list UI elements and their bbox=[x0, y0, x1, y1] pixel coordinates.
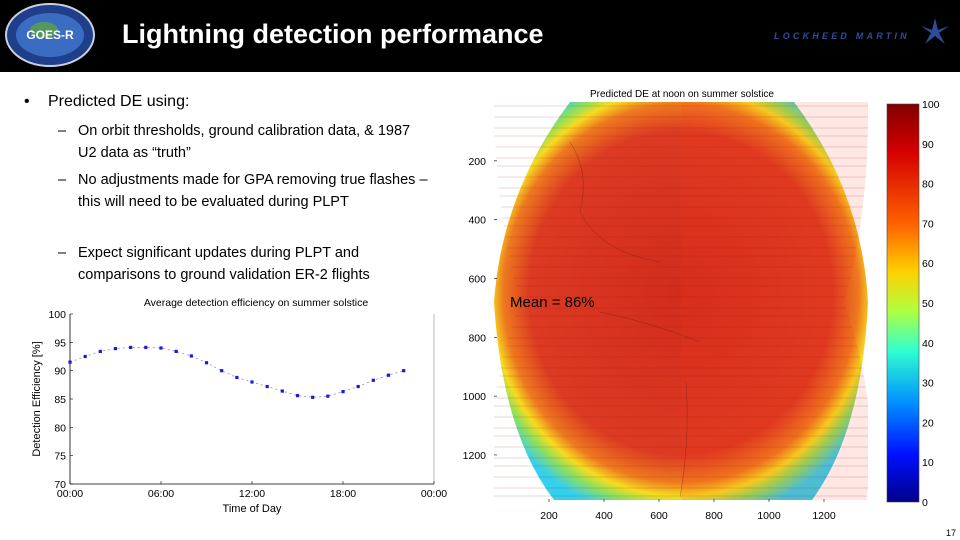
heatmap-xtick-label: 1000 bbox=[757, 510, 781, 522]
heatmap-coastline bbox=[569, 141, 701, 498]
line-chart-point bbox=[129, 345, 133, 350]
line-chart-point bbox=[98, 349, 102, 353]
line-chart-point bbox=[386, 373, 391, 377]
heatmap-xtick-label: 400 bbox=[595, 510, 613, 522]
header-bar: GOES-R Lightning detection performance L… bbox=[0, 0, 960, 72]
heatmap-ytick-label: 1200 bbox=[463, 450, 487, 462]
bullet-main-text: Predicted DE using: bbox=[48, 93, 190, 110]
slide-title: Lightning detection performance bbox=[122, 19, 544, 49]
line-chart-point bbox=[68, 360, 72, 364]
heatmap-colorbar-tick-label: 20 bbox=[922, 417, 934, 429]
sub-bullet-1-text: On orbit thresholds, ground calibration … bbox=[78, 123, 411, 161]
heatmap-colorbar-tick-label: 10 bbox=[922, 457, 934, 469]
line-chart-point bbox=[204, 361, 209, 365]
heatmap-colorbar-tick-label: 100 bbox=[922, 99, 940, 111]
heatmap-ytick-label: 200 bbox=[468, 156, 486, 168]
lockheed-star-icon bbox=[921, 18, 949, 44]
heatmap-colorbar-tick-label: 0 bbox=[922, 497, 928, 509]
line-chart-point bbox=[280, 389, 284, 393]
line-chart-xlabel: Time of Day bbox=[223, 503, 282, 515]
line-chart-point bbox=[113, 346, 118, 351]
sub-bullet-2-text: No adjustments made for GPA removing tru… bbox=[78, 172, 428, 210]
line-chart-point bbox=[402, 369, 406, 373]
heatmap-ytick-label: 1000 bbox=[463, 391, 487, 403]
heatmap-title: Predicted DE at noon on summer solstice bbox=[590, 89, 774, 100]
heatmap-xtick-label: 800 bbox=[705, 510, 723, 522]
heatmap-ytick-label: 600 bbox=[468, 273, 486, 285]
heatmap-colorbar-tick-label: 40 bbox=[922, 338, 934, 350]
line-chart-point bbox=[326, 394, 330, 398]
heatmap-colorbar-tick-label: 30 bbox=[922, 378, 934, 390]
line-chart-point bbox=[220, 369, 224, 373]
sub-bullet-1: – On orbit thresholds, ground calibration… bbox=[58, 120, 430, 164]
line-chart-point bbox=[144, 345, 148, 350]
line-chart-point bbox=[341, 390, 345, 394]
line-chart-ytick-label: 75 bbox=[54, 451, 66, 463]
line-chart-xtick-label: 00:00 bbox=[421, 488, 447, 500]
heatmap-xtick-label: 1200 bbox=[812, 510, 836, 522]
line-chart-point bbox=[295, 394, 300, 398]
heatmap-chart: Predicted DE at noon on summer solstice … bbox=[463, 89, 940, 522]
lockheed-martin-text: LOCKHEED MARTIN bbox=[774, 31, 910, 41]
heatmap-colorbar-tick-label: 90 bbox=[922, 139, 934, 151]
line-chart-point bbox=[265, 384, 269, 389]
heatmap-ytick-label: 800 bbox=[468, 332, 486, 344]
line-chart-point bbox=[356, 384, 360, 389]
line-chart-point bbox=[250, 380, 254, 384]
heatmap-disc bbox=[494, 102, 868, 500]
line-chart-xtick-label: 18:00 bbox=[330, 488, 356, 500]
line-chart-point bbox=[311, 395, 315, 399]
goes-logo-text: GOES-R bbox=[26, 28, 74, 42]
sub-bullet-3: – Expect significant updates during PLPT … bbox=[58, 242, 430, 286]
page-number: 17 bbox=[945, 528, 956, 538]
lockheed-martin-logo: LOCKHEED MARTIN bbox=[774, 18, 950, 50]
heatmap-ytick-label: 400 bbox=[468, 215, 486, 227]
line-chart-point bbox=[159, 346, 163, 350]
bullet-dot: • bbox=[24, 93, 30, 110]
line-chart-ytick-label: 80 bbox=[54, 422, 66, 434]
line-chart-title: Average detection efficiency on summer s… bbox=[144, 297, 368, 309]
line-chart-ytick-label: 95 bbox=[54, 337, 66, 349]
line-chart-series-line bbox=[69, 347, 404, 398]
line-chart-point bbox=[371, 378, 375, 382]
line-chart-ytick-label: 90 bbox=[54, 366, 66, 378]
heatmap-colorbar-tick-label: 50 bbox=[922, 298, 934, 310]
line-chart-point bbox=[189, 354, 193, 358]
sub-bullet-3-text: Expect significant updates during PLPT a… bbox=[78, 245, 370, 283]
heatmap-colorbar-tick-label: 80 bbox=[922, 179, 934, 191]
line-chart-point bbox=[83, 354, 87, 359]
heatmap-xtick-label: 200 bbox=[540, 510, 558, 522]
line-chart-ytick-label: 70 bbox=[54, 479, 66, 491]
line-chart-xtick-label: 12:00 bbox=[239, 488, 265, 500]
line-chart-ytick-label: 85 bbox=[54, 394, 66, 406]
heatmap-colorbar bbox=[887, 104, 919, 502]
line-chart-point bbox=[235, 375, 239, 380]
line-chart-ytick-label: 100 bbox=[48, 309, 66, 321]
goes-logo: GOES-R bbox=[5, 3, 95, 67]
line-chart-ylabel: Detection Efficiency [%] bbox=[31, 341, 43, 456]
heatmap-right-half bbox=[681, 102, 868, 500]
line-chart-xtick-label: 00:00 bbox=[57, 488, 83, 500]
line-chart: Average detection efficiency on summer s… bbox=[31, 297, 447, 515]
heatmap-mean-annotation: Mean = 86% bbox=[510, 294, 595, 311]
line-chart-point bbox=[174, 349, 178, 353]
sub-bullet-2: – No adjustments made for GPA removing tr… bbox=[58, 169, 430, 213]
line-chart-xtick-label: 06:00 bbox=[148, 488, 174, 500]
heatmap-xtick-label: 600 bbox=[650, 510, 668, 522]
heatmap-colorbar-tick-label: 60 bbox=[922, 258, 934, 270]
heatmap-colorbar-tick-label: 70 bbox=[922, 218, 934, 230]
